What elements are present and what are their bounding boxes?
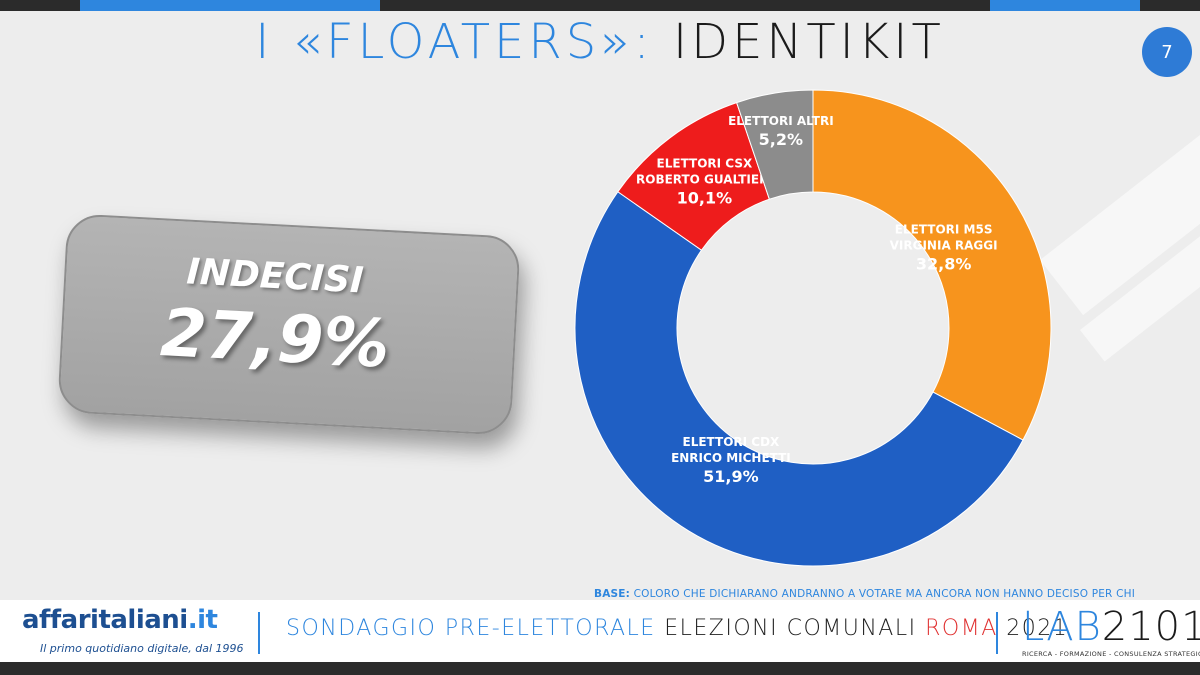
slice-name-label: ELETTORI CDX — [683, 435, 781, 449]
slice-value-label: 51,9% — [703, 467, 759, 486]
top-bar — [0, 0, 1200, 11]
brand-tagline: Il primo quotidiano digitale, dal 1996 — [40, 642, 244, 655]
slice-value-label: 10,1% — [677, 188, 733, 207]
base-note: BASE: COLORO CHE DICHIARANO ANDRANNO A V… — [594, 588, 1135, 600]
donut-slice — [574, 191, 1024, 567]
slice-value-label: 32,8% — [916, 255, 972, 274]
top-bar-accent — [80, 0, 380, 11]
footer — [0, 600, 1200, 662]
lab2101-logo: LAB2101 — [1022, 604, 1200, 650]
slice-name-label: VIRGINIA RAGGI — [890, 239, 998, 253]
lab-tagline: RICERCA - FORMAZIONE - CONSULENZA STRATE… — [1022, 650, 1200, 658]
title-floaters: I «FLOATERS»: — [255, 14, 654, 70]
slice-value-label: 5,2% — [759, 130, 803, 149]
brand-main: affaritaliani — [22, 605, 188, 635]
page-title: I «FLOATERS»: IDENTIKIT — [0, 14, 1200, 70]
brand-tld: .it — [187, 605, 218, 635]
slice-name-label: ROBERTO GUALTIERI — [636, 172, 773, 186]
lab-prefix: LAB — [1022, 604, 1102, 650]
page-number-badge: 7 — [1142, 27, 1192, 77]
base-note-text: COLORO CHE DICHIARANO ANDRANNO A VOTARE … — [633, 588, 1136, 600]
footer-divider — [996, 612, 998, 654]
top-bar-accent-right — [990, 0, 1140, 11]
survey-title: SONDAGGIO PRE-ELETTORALE ELEZIONI COMUNA… — [286, 616, 1068, 641]
slice-name-label: ELETTORI M5S — [895, 223, 993, 237]
slice-name-label: ELETTORI CSX — [657, 156, 753, 170]
slice-name-label: ENRICO MICHETTI — [671, 451, 791, 465]
survey-part-4: 2021 — [1006, 616, 1069, 641]
affaritaliani-logo: affaritaliani.it — [22, 605, 218, 635]
survey-part-2: ELEZIONI COMUNALI — [664, 616, 917, 641]
base-note-prefix: BASE: — [594, 588, 631, 600]
donut-slice — [735, 89, 814, 200]
slice-name-label: ELETTORI ALTRI — [728, 114, 834, 128]
footer-bottom-bar — [0, 662, 1200, 675]
footer-divider — [258, 612, 260, 654]
donut-chart: ELETTORI M5S VIRGINIA RAGGI 32,8% ELETTORI … — [574, 89, 1052, 567]
donut-slice — [812, 89, 1052, 441]
survey-part-3: ROMA — [925, 616, 998, 641]
title-identikit: IDENTIKIT — [672, 14, 945, 70]
survey-part-1: SONDAGGIO PRE-ELETTORALE — [286, 616, 656, 641]
lab-number: 2101 — [1101, 604, 1200, 650]
